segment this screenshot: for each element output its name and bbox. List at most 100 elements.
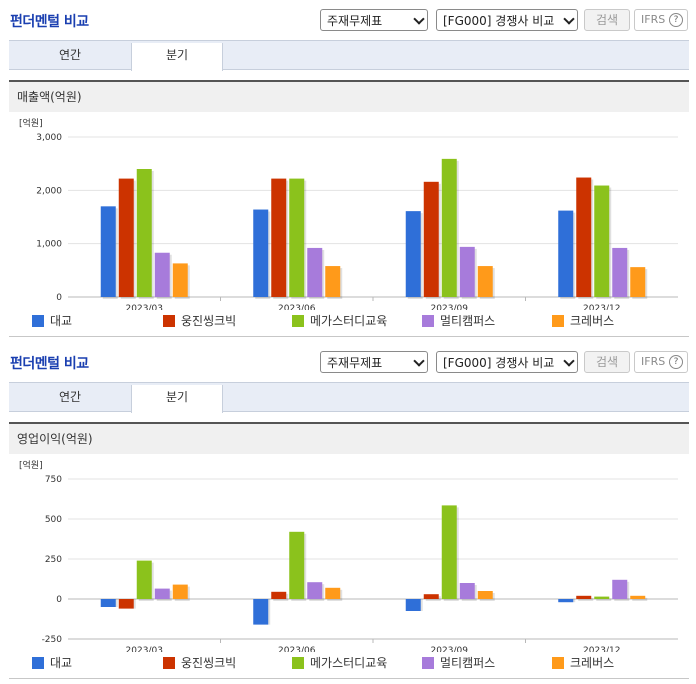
bar[interactable]: [477, 591, 493, 599]
peer-group-select[interactable]: [FG000] 경쟁사 비교: [436, 9, 578, 31]
bar[interactable]: [271, 591, 287, 599]
bar[interactable]: [459, 246, 475, 297]
bar[interactable]: [612, 247, 628, 297]
bar[interactable]: [441, 505, 457, 599]
x-tick-label: 2023/09: [431, 304, 469, 310]
bar[interactable]: [558, 210, 574, 297]
bar[interactable]: [594, 596, 610, 599]
legend-swatch: [292, 315, 304, 327]
bar[interactable]: [477, 266, 493, 297]
bar[interactable]: [630, 595, 646, 599]
bar[interactable]: [118, 599, 134, 609]
bar[interactable]: [253, 599, 269, 625]
tab-annual[interactable]: 연간: [58, 390, 82, 404]
legend-label: 대교: [50, 656, 73, 670]
peer-group-value: [FG000] 경쟁사 비교: [443, 356, 555, 370]
bar[interactable]: [423, 594, 439, 599]
legend-label: 멀티캠퍼스: [440, 656, 496, 670]
bar[interactable]: [100, 599, 116, 607]
bar[interactable]: [576, 177, 592, 297]
y-tick-label: 0: [56, 293, 62, 303]
metric-section-header: 매출액(억원): [9, 80, 689, 112]
bar-shadow: [632, 597, 648, 601]
x-tick-label: 2023/06: [278, 646, 316, 652]
bar[interactable]: [253, 209, 269, 297]
bar[interactable]: [405, 599, 421, 611]
report-type-select[interactable]: 주재무제표: [320, 9, 428, 31]
ifrs-button[interactable]: IFRS?: [634, 9, 688, 31]
bar[interactable]: [118, 178, 134, 297]
fundamental-compare-panel-op-income: 펀더멘털 비교 주재무제표 [FG000] 경쟁사 비교 검색 IFRS? 연간 분기 영업이…: [0, 342, 696, 684]
fundamental-compare-panel-sales: 펀더멘털 비교 주재무제표 [FG000] 경쟁사 비교 검색 IFRS? 연간 분기 매출액…: [9, 9, 689, 337]
y-tick-label: 2,000: [36, 186, 62, 196]
chart-legend: 대교 웅진씽크빅 메가스터디교육 멀티캠퍼스 크레버스: [32, 313, 672, 329]
bar[interactable]: [154, 252, 170, 297]
x-tick-label: 2023/06: [278, 304, 316, 310]
period-tab-bar: 연간 분기: [9, 40, 689, 71]
bar-shadow: [578, 597, 594, 601]
bar[interactable]: [325, 266, 341, 297]
bar[interactable]: [289, 531, 305, 599]
legend-swatch: [292, 657, 304, 669]
bar[interactable]: [594, 185, 610, 297]
peer-group-select[interactable]: [FG000] 경쟁사 비교: [436, 351, 578, 373]
search-button[interactable]: 검색: [584, 9, 630, 31]
y-unit-label: [억원]: [19, 459, 43, 471]
search-button[interactable]: 검색: [584, 351, 630, 373]
bar[interactable]: [100, 206, 116, 297]
bar[interactable]: [612, 579, 628, 599]
bar[interactable]: [307, 582, 323, 599]
legend-swatch: [163, 657, 175, 669]
bar[interactable]: [172, 584, 188, 599]
bar-chart: [억원] 0 1,000 2,000 3,000 2023/03 2023/06 2023/0…: [19, 117, 678, 310]
bar[interactable]: [271, 178, 287, 297]
tab-quarterly[interactable]: 분기: [131, 385, 223, 413]
help-icon[interactable]: ?: [669, 355, 683, 369]
y-tick-label: 750: [45, 475, 62, 485]
legend-label: 웅진씽크빅: [181, 314, 237, 328]
chevron-down-icon: [563, 13, 575, 25]
legend-label: 웅진씽크빅: [181, 656, 237, 670]
bar[interactable]: [576, 595, 592, 599]
legend-swatch: [552, 657, 564, 669]
bar[interactable]: [136, 560, 152, 599]
bar[interactable]: [307, 247, 323, 297]
y-tick-label: 1,000: [36, 240, 62, 250]
legend-label: 크레버스: [570, 656, 615, 670]
bar[interactable]: [558, 599, 574, 603]
bar-chart: [억원] -250 0 250 500 750 2023/03 2023/06 2023/09 2…: [19, 459, 678, 652]
y-tick-label: 250: [45, 555, 62, 565]
y-tick-label: -250: [42, 635, 63, 645]
ifrs-label: IFRS: [641, 13, 666, 26]
report-type-value: 주재무제표: [327, 356, 383, 370]
bar[interactable]: [154, 588, 170, 599]
bar[interactable]: [325, 587, 341, 599]
chevron-down-icon: [563, 355, 575, 367]
y-tick-label: 3,000: [36, 133, 62, 143]
legend-label: 대교: [50, 314, 73, 328]
help-icon[interactable]: ?: [669, 13, 683, 27]
metric-section-header: 영업이익(억원): [9, 422, 689, 454]
bar[interactable]: [459, 583, 475, 599]
legend-swatch: [422, 657, 434, 669]
tab-quarterly[interactable]: 분기: [131, 43, 223, 71]
x-tick-label: 2023/12: [583, 646, 620, 652]
bar[interactable]: [172, 263, 188, 297]
divider: [9, 678, 689, 679]
report-type-select[interactable]: 주재무제표: [320, 351, 428, 373]
bar[interactable]: [405, 211, 421, 297]
tab-annual[interactable]: 연간: [58, 48, 82, 62]
legend-label: 메가스터디교육: [310, 656, 388, 670]
bar[interactable]: [441, 158, 457, 297]
ifrs-button[interactable]: IFRS?: [634, 351, 688, 373]
peer-group-value: [FG000] 경쟁사 비교: [443, 14, 555, 28]
bar[interactable]: [423, 181, 439, 297]
bar[interactable]: [136, 169, 152, 297]
x-tick-label: 2023/12: [583, 304, 620, 310]
legend-swatch: [552, 315, 564, 327]
bar-shadow: [596, 598, 612, 601]
bar[interactable]: [630, 267, 646, 297]
legend-label: 멀티캠퍼스: [440, 314, 496, 328]
bar[interactable]: [289, 178, 305, 297]
divider: [9, 336, 689, 337]
